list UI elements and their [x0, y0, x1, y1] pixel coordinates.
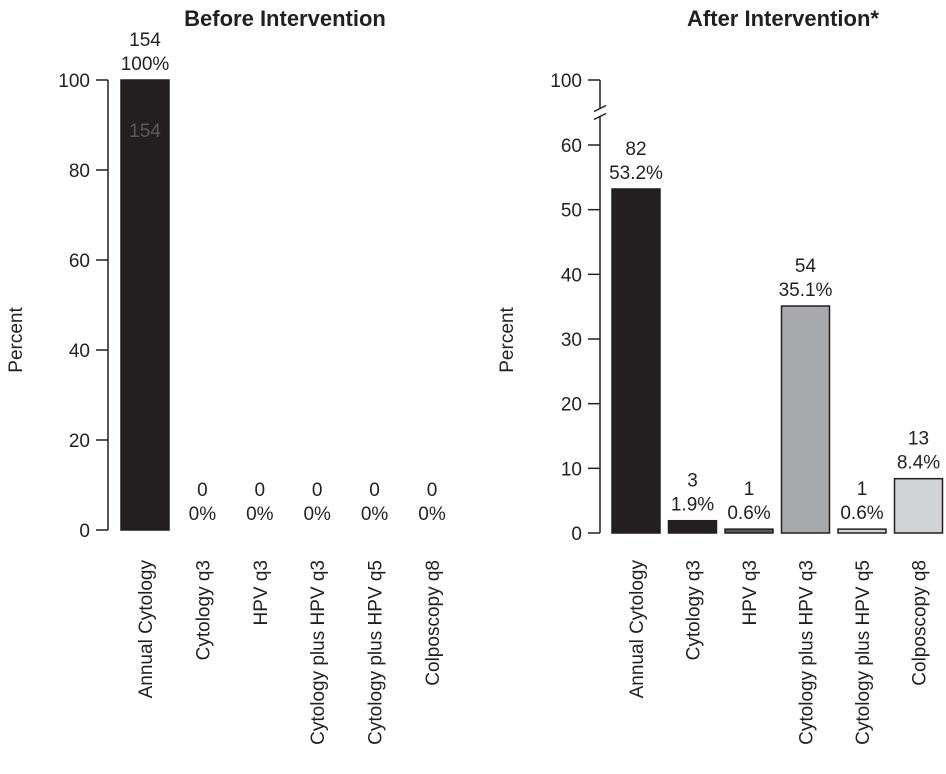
y-tick-label: 0 — [571, 524, 582, 545]
value-label: 8.4% — [897, 453, 940, 474]
x-tick-label: Cytology plus HPV q5 — [853, 560, 874, 745]
count-label: 1 — [744, 479, 755, 500]
count-label: 0 — [312, 480, 323, 501]
count-label: 0 — [369, 480, 380, 501]
x-tick-label: HPV q3 — [740, 560, 761, 625]
value-label: 0% — [418, 504, 446, 525]
bar — [611, 188, 661, 534]
value-label: 0% — [189, 504, 217, 525]
y-tick-label: 30 — [561, 330, 582, 351]
count-label: 3 — [687, 471, 698, 492]
x-tick-label: HPV q3 — [251, 560, 272, 625]
y-tick-label: 80 — [69, 161, 90, 182]
count-label: 54 — [795, 256, 817, 277]
x-tick-label: Cytology q3 — [684, 560, 705, 660]
y-tick-label: 60 — [69, 251, 90, 272]
chart-title: Before Intervention — [184, 6, 386, 31]
value-label: 0% — [246, 504, 274, 525]
value-label: 53.2% — [609, 163, 663, 184]
value-label: 100% — [121, 54, 170, 75]
x-tick-label: Annual Cytology — [627, 560, 648, 699]
x-tick-label: Colposcopy q8 — [910, 560, 931, 686]
bar — [780, 305, 831, 534]
x-tick-label: Cytology q3 — [193, 560, 214, 660]
axis-break-gap — [594, 108, 606, 117]
bar — [120, 79, 170, 531]
value-label: 0% — [303, 504, 331, 525]
count-label: 1 — [857, 479, 868, 500]
bar-inner-count: 154 — [129, 121, 161, 142]
value-label: 1.9% — [671, 495, 714, 516]
y-axis-label: Percent — [6, 307, 27, 373]
bar — [893, 477, 944, 534]
count-label: 0 — [197, 480, 208, 501]
count-label: 154 — [129, 30, 161, 51]
x-tick-label: Cytology plus HPV q3 — [797, 560, 818, 745]
count-label: 0 — [255, 480, 266, 501]
y-tick-label: 100 — [58, 71, 90, 92]
x-tick-label: Annual Cytology — [136, 560, 157, 699]
x-tick-label: Cytology plus HPV q3 — [308, 560, 329, 745]
count-label: 82 — [625, 139, 646, 160]
x-tick-label: Cytology plus HPV q5 — [366, 560, 387, 745]
y-tick-label: 60 — [561, 136, 582, 157]
y-tick-label: 50 — [561, 201, 582, 222]
y-tick-label: 20 — [69, 431, 90, 452]
value-label: 0% — [361, 504, 389, 525]
bar — [724, 528, 774, 534]
bar — [837, 528, 887, 534]
count-label: 13 — [908, 429, 929, 450]
count-label: 0 — [427, 480, 438, 501]
y-tick-label: 100 — [550, 71, 582, 92]
y-tick-label: 20 — [561, 395, 582, 416]
bar — [667, 519, 718, 534]
chart-title: After Intervention* — [687, 6, 879, 31]
x-tick-label: Colposcopy q8 — [423, 560, 444, 686]
axis-break — [593, 104, 607, 113]
y-tick-label: 0 — [79, 521, 90, 542]
y-tick-label: 10 — [561, 459, 582, 480]
y-axis-label: Percent — [497, 307, 518, 373]
value-label: 35.1% — [779, 280, 833, 301]
y-tick-label: 40 — [69, 341, 90, 362]
value-label: 0.6% — [727, 503, 770, 524]
value-label: 0.6% — [840, 503, 883, 524]
axis-break — [593, 112, 607, 121]
y-tick-label: 40 — [561, 265, 582, 286]
